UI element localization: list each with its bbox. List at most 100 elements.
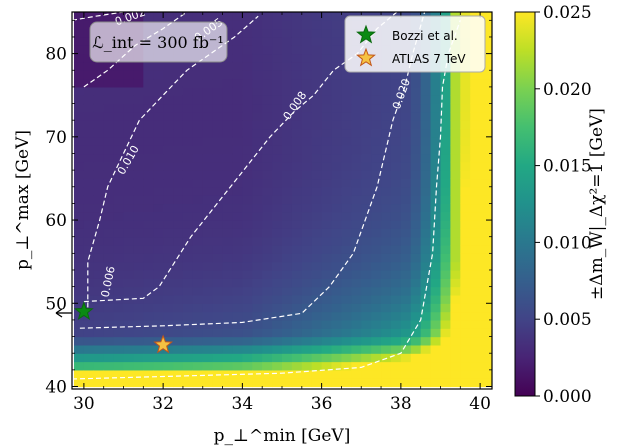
- heatmap-cell: [311, 211, 323, 221]
- heatmap-cell: [282, 294, 293, 304]
- heatmap-cell: [420, 78, 432, 88]
- heatmap-cell: [262, 311, 273, 321]
- heatmap-cell: [73, 103, 85, 113]
- heatmap-cell: [123, 353, 135, 363]
- heatmap-cell: [331, 228, 343, 238]
- heatmap-cell: [430, 361, 442, 371]
- heatmap-cell: [212, 220, 224, 229]
- heatmap-cell: [430, 12, 442, 13]
- heatmap-cell: [173, 303, 184, 313]
- heatmap-cell: [490, 344, 492, 354]
- heatmap-cell: [282, 28, 293, 38]
- heatmap-cell: [202, 203, 214, 213]
- heatmap-cell: [252, 28, 263, 38]
- heatmap-cell: [272, 12, 283, 21]
- heatmap-cell: [222, 170, 234, 180]
- heatmap-cell: [212, 278, 224, 288]
- heatmap-cell: [410, 378, 422, 388]
- heatmap-cell: [232, 120, 243, 130]
- heatmap-cell: [341, 311, 352, 321]
- heatmap-cell: [242, 170, 253, 180]
- heatmap-cell: [460, 120, 471, 130]
- heatmap-cell: [321, 220, 333, 229]
- heatmap-cell: [282, 269, 293, 279]
- heatmap-cell: [480, 245, 491, 254]
- heatmap-cell: [202, 236, 214, 246]
- heatmap-cell: [381, 120, 392, 130]
- heatmap-cell: [83, 211, 95, 221]
- heatmap-cell: [430, 86, 442, 96]
- heatmap-cell: [282, 61, 293, 71]
- heatmap-cell: [83, 170, 95, 180]
- heatmap-cell: [202, 195, 214, 205]
- heatmap-cell: [182, 161, 194, 171]
- heatmap-cell: [202, 120, 214, 130]
- heatmap-cell: [192, 170, 204, 180]
- heatmap-cell: [123, 103, 135, 113]
- heatmap-cell: [291, 353, 303, 363]
- heatmap-cell: [390, 378, 402, 388]
- heatmap-cell: [490, 278, 492, 288]
- heatmap-cell: [133, 245, 144, 254]
- heatmap-cell: [430, 245, 442, 254]
- heatmap-cell: [113, 269, 125, 279]
- heatmap-cell: [291, 328, 303, 338]
- heatmap-cell: [311, 344, 323, 354]
- heatmap-cell: [123, 78, 135, 88]
- heatmap-cell: [440, 170, 451, 180]
- heatmap-cell: [113, 128, 125, 138]
- heatmap-cell: [192, 211, 204, 221]
- heatmap-cell: [440, 353, 451, 363]
- heatmap-cell: [341, 278, 352, 288]
- heatmap-cell: [361, 203, 372, 213]
- heatmap-cell: [361, 195, 372, 205]
- heatmap-cell: [202, 220, 214, 229]
- heatmap-cell: [311, 319, 323, 329]
- heatmap-cell: [490, 294, 492, 304]
- heatmap-cell: [222, 61, 234, 71]
- heatmap-cell: [430, 369, 442, 379]
- heatmap-cell: [113, 236, 125, 246]
- heatmap-cell: [430, 153, 442, 163]
- heatmap-cell: [242, 61, 253, 71]
- heatmap-cell: [480, 328, 491, 338]
- heatmap-cell: [83, 361, 95, 371]
- heatmap-cell: [311, 361, 323, 371]
- heatmap-cell: [222, 294, 234, 304]
- heatmap-cell: [430, 353, 442, 363]
- heatmap-cell: [143, 361, 154, 371]
- heatmap-cell: [73, 86, 85, 96]
- heatmap-cell: [173, 253, 184, 263]
- heatmap-cell: [331, 53, 343, 63]
- heatmap-cell: [311, 186, 323, 196]
- heatmap-cell: [103, 336, 115, 346]
- heatmap-cell: [182, 294, 194, 304]
- heatmap-cell: [371, 361, 382, 371]
- heatmap-cell: [153, 303, 164, 313]
- heatmap-cell: [420, 136, 432, 146]
- heatmap-cell: [331, 78, 343, 88]
- heatmap-cell: [113, 361, 125, 371]
- heatmap-cell: [202, 286, 214, 296]
- heatmap-cell: [182, 136, 194, 146]
- heatmap-cell: [371, 203, 382, 213]
- heatmap-cell: [212, 78, 224, 88]
- heatmap-cell: [93, 286, 105, 296]
- heatmap-cell: [83, 336, 95, 346]
- heatmap-cell: [390, 136, 402, 146]
- heatmap-cell: [252, 319, 263, 329]
- heatmap-cell: [262, 220, 273, 229]
- heatmap-cell: [153, 269, 164, 279]
- heatmap-cell: [163, 95, 174, 105]
- heatmap-cell: [311, 70, 323, 80]
- heatmap-cell: [242, 120, 253, 130]
- heatmap-cell: [470, 145, 481, 155]
- heatmap-cell: [173, 145, 184, 155]
- heatmap-cell: [153, 128, 164, 138]
- heatmap-cell: [163, 261, 174, 271]
- heatmap-cell: [143, 95, 154, 105]
- heatmap-cell: [341, 336, 352, 346]
- heatmap-cell: [420, 369, 432, 379]
- heatmap-cell: [311, 303, 323, 313]
- heatmap-cell: [490, 303, 492, 313]
